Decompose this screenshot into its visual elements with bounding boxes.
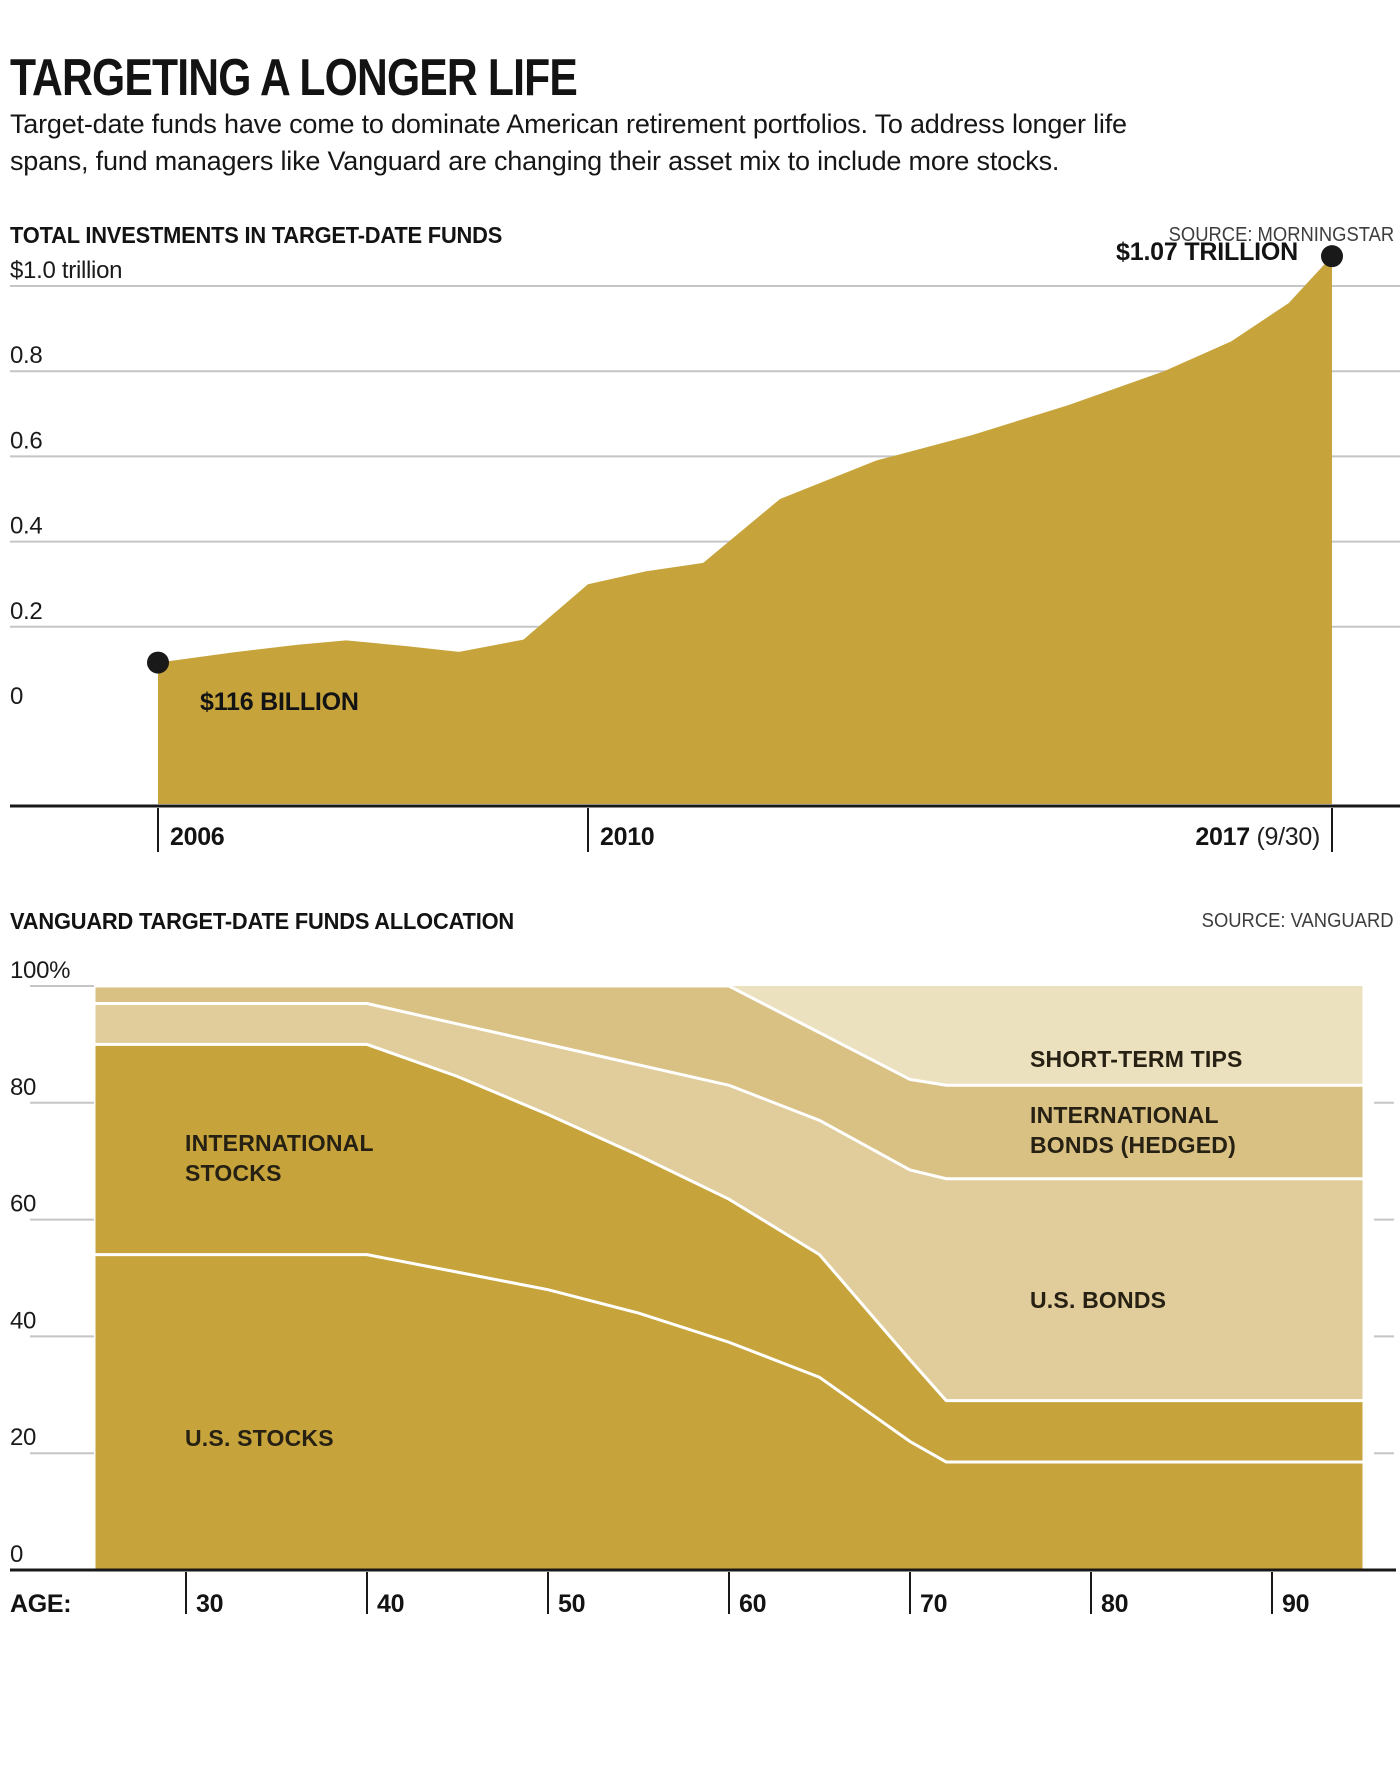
data-point-dot xyxy=(1321,245,1343,268)
y-axis-label-$1.0 trillion: $1.0 trillion xyxy=(10,257,122,284)
chart1-source: SOURCE: MORNINGSTAR xyxy=(1168,224,1394,246)
age-tick-label-80: 80 xyxy=(1101,1590,1128,1618)
age-tick-label-40: 40 xyxy=(377,1590,404,1618)
pct-axis-label-80: 80 xyxy=(10,1074,36,1101)
chart2-title: VANGUARD TARGET-DATE FUNDS ALLOCATION xyxy=(10,908,514,934)
y-axis-label-0: 0 xyxy=(10,683,23,710)
band-us_stocks xyxy=(95,1254,1363,1570)
label-international-bonds: INTERNATIONAL BONDS (HEDGED) xyxy=(1030,1102,1236,1158)
label-us-stocks: U.S. STOCKS xyxy=(185,1425,334,1451)
page-title: TARGETING A LONGER LIFE xyxy=(10,49,578,107)
age-tick-label-60: 60 xyxy=(739,1590,766,1618)
chart1-title: TOTAL INVESTMENTS IN TARGET-DATE FUNDS xyxy=(10,222,503,248)
pct-axis-label-60: 60 xyxy=(10,1191,36,1218)
x-tick-label-2010: 2010 xyxy=(600,823,654,851)
separator-us_stocks-top xyxy=(95,1253,1363,1464)
x-tick-label-2017: 2017 (9/30) xyxy=(1195,823,1320,851)
age-tick-label-90: 90 xyxy=(1282,1590,1309,1618)
y-axis-label-0.2: 0.2 xyxy=(10,598,42,625)
separator-intl_bonds-top xyxy=(95,984,1363,1087)
age-tick-label-50: 50 xyxy=(558,1590,585,1618)
band-intl_bonds xyxy=(95,986,1363,1179)
band-intl_stocks xyxy=(95,1044,1363,1462)
label-short-term-tips: SHORT-TERM TIPS xyxy=(1030,1046,1243,1072)
page-subtitle: Target-date funds have come to dominate … xyxy=(10,106,1127,180)
y-axis-label-0.4: 0.4 xyxy=(10,513,42,540)
age-axis-label: AGE: xyxy=(10,1590,71,1618)
separator-intl_stocks-top xyxy=(95,1042,1363,1403)
pct-axis-label-100%: 100% xyxy=(10,957,70,984)
band-us_bonds xyxy=(95,1003,1363,1401)
age-tick-label-70: 70 xyxy=(920,1590,947,1618)
pct-axis-label-40: 40 xyxy=(10,1307,36,1334)
subtitle-line-2: spans, fund managers like Vanguard are c… xyxy=(10,146,1060,176)
chart2-source: SOURCE: VANGUARD xyxy=(1202,910,1394,932)
investments-area xyxy=(158,256,1332,804)
age-tick-label-30: 30 xyxy=(196,1590,223,1618)
y-axis-label-0.6: 0.6 xyxy=(10,427,42,454)
annotation-116-billion: $116 BILLION xyxy=(200,688,359,716)
band-tips xyxy=(95,986,1363,1086)
data-point-dot xyxy=(147,651,169,674)
subtitle-line-1: Target-date funds have come to dominate … xyxy=(10,109,1127,139)
pct-axis-label-0: 0 xyxy=(10,1541,23,1568)
annotation-1-07-trillion: $1.07 TRILLION xyxy=(1116,238,1298,266)
label-us-bonds: U.S. BONDS xyxy=(1030,1287,1167,1313)
y-axis-label-0.8: 0.8 xyxy=(10,342,42,369)
separator-us_bonds-top xyxy=(95,1002,1363,1181)
x-tick-label-2006: 2006 xyxy=(170,823,224,851)
pct-axis-label-20: 20 xyxy=(10,1424,36,1451)
label-international-stocks: INTERNATIONAL STOCKS xyxy=(185,1130,374,1186)
